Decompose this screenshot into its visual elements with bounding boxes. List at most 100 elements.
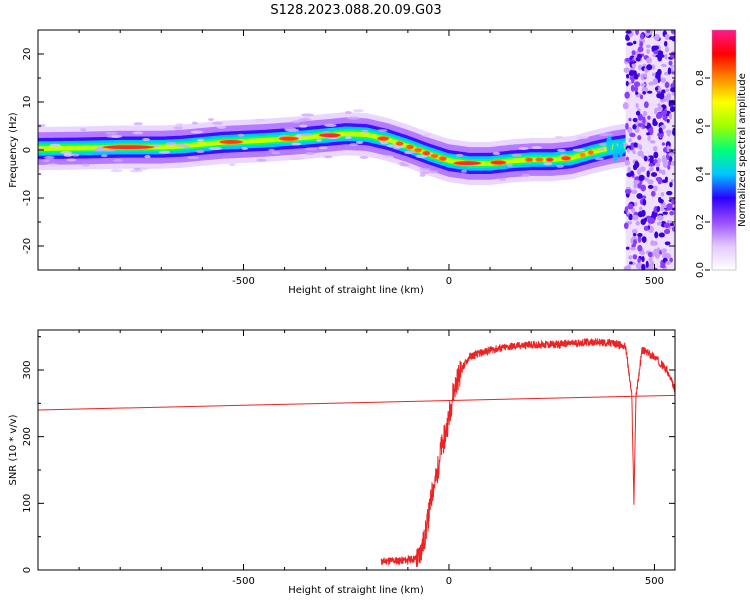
spectrogram-noise-dot bbox=[629, 261, 633, 265]
spectrogram-peak bbox=[421, 150, 431, 156]
spectrogram-noise-patch bbox=[419, 167, 431, 171]
spectrogram-noise-patch bbox=[183, 145, 191, 149]
spectrogram-noise-dot bbox=[637, 53, 642, 60]
spectrogram-y-tick-label: 10 bbox=[22, 96, 33, 109]
spectrogram-noise-patch bbox=[419, 171, 430, 175]
spectrogram-noise-dot bbox=[623, 67, 630, 74]
spectrogram-noise-dot bbox=[625, 36, 630, 41]
spectrogram-noise-patch bbox=[71, 153, 80, 157]
spectrogram-noise-patch bbox=[318, 146, 328, 150]
spectrogram-noise-patch bbox=[347, 116, 361, 120]
spectrogram-noise-patch bbox=[129, 169, 143, 173]
spectrogram-noise-dot bbox=[646, 48, 650, 54]
spectrogram-noise-dot bbox=[647, 184, 654, 190]
spectrogram-noise-dot bbox=[624, 160, 630, 166]
spectrogram-noise-patch bbox=[305, 152, 315, 156]
spectrogram-noise-dot bbox=[635, 262, 643, 270]
spectrogram-noise-patch bbox=[237, 133, 245, 137]
spectrogram-noise-dot bbox=[671, 198, 675, 205]
spectrogram-noise-dot bbox=[661, 142, 666, 146]
spectrogram-noise-dot bbox=[624, 57, 631, 62]
figure-title: S128.2023.088.20.09.G03 bbox=[270, 3, 441, 18]
spectrogram-noise-dot bbox=[633, 180, 640, 185]
spectrogram-noise-patch bbox=[594, 157, 605, 161]
spectrogram-noise-patch bbox=[187, 156, 200, 160]
spectrogram-noise-dot bbox=[639, 206, 643, 212]
spectrogram-noise-patch bbox=[298, 124, 308, 128]
spectrogram-noise-dot bbox=[624, 91, 630, 99]
spectrogram-noise-dot bbox=[654, 231, 659, 239]
colorbar: 0.0 0.2 0.4 0.6 0.8 Normalized spectral ampl… bbox=[695, 29, 748, 278]
spectrogram-noise-dot bbox=[671, 226, 675, 232]
spectrogram-noise-patch bbox=[572, 148, 585, 152]
spectrogram-noise-dot bbox=[641, 256, 645, 263]
spectrogram-noise-dot bbox=[667, 164, 671, 170]
spectrogram-noise-patch bbox=[191, 121, 198, 125]
spectrogram-noise-dot bbox=[635, 30, 639, 35]
colorbar-tick-label: 0.0 bbox=[695, 262, 706, 278]
spectrogram-noise-dot bbox=[645, 215, 652, 220]
spectrogram-noise-dot bbox=[638, 174, 645, 181]
colorbar-frame bbox=[711, 29, 737, 271]
spectrogram-noise-dot bbox=[659, 264, 666, 269]
spectrogram-noise-dot bbox=[652, 146, 658, 152]
spectrogram-noise-dot bbox=[654, 86, 659, 91]
spectrogram-noise-dot bbox=[632, 233, 637, 237]
spectrogram-noise-patch bbox=[377, 129, 388, 133]
spectrogram-noise-dot bbox=[666, 145, 670, 151]
spectrogram-noise-dot bbox=[670, 222, 674, 227]
spectrogram-noise-patch bbox=[359, 155, 369, 159]
spectrogram-noise-dot bbox=[624, 206, 629, 213]
spectrogram-noise-dot bbox=[670, 160, 675, 166]
spectrogram-noise-patch bbox=[133, 122, 143, 126]
snr-x-tick-label: 0 bbox=[446, 576, 452, 587]
spectrogram-noise-dot bbox=[668, 60, 673, 66]
spectrogram-noise-dot bbox=[637, 233, 643, 238]
spectrogram-noise-patch bbox=[521, 173, 531, 177]
spectrogram-noise-dot bbox=[666, 131, 670, 136]
spectrogram-noise-dot bbox=[626, 148, 631, 153]
spectrogram-noise-dot bbox=[635, 110, 641, 116]
spectrogram-noise-patch bbox=[344, 136, 352, 140]
spectrogram-noise-dot bbox=[640, 184, 647, 192]
spectrogram-noise-dot bbox=[637, 46, 644, 53]
spectrogram-noise-patch bbox=[63, 153, 73, 157]
spectrogram-noise-patch bbox=[324, 123, 337, 127]
spectrogram-peak bbox=[453, 160, 482, 166]
snr-y-tick-label: 300 bbox=[22, 360, 33, 379]
spectrogram-noise-dot bbox=[655, 176, 663, 182]
spectrogram-noise-patch bbox=[49, 143, 62, 147]
spectrogram-noise-patch bbox=[554, 135, 564, 139]
spectrogram-noise-dot bbox=[652, 78, 659, 85]
spectrogram-noise-dot bbox=[639, 41, 644, 47]
spectrogram-noise-patch bbox=[506, 163, 514, 167]
spectrogram-noise-patch bbox=[207, 117, 215, 121]
snr-x-tick-label: -500 bbox=[232, 576, 255, 587]
spectrogram-noise-patch bbox=[92, 148, 105, 152]
spectrogram-noise-dot bbox=[670, 30, 675, 34]
spectrogram-noise-dot bbox=[668, 152, 675, 157]
spectrogram-noise-patch bbox=[598, 142, 608, 146]
spectrogram-noise-dot bbox=[635, 220, 640, 226]
spectrogram-noise-dot bbox=[628, 138, 632, 143]
spectrogram-noise-patch bbox=[195, 150, 205, 154]
spectrogram-noise-patch bbox=[256, 158, 267, 162]
spectrogram-noise-dot bbox=[662, 211, 668, 215]
spectrogram-noise-dot bbox=[626, 264, 631, 270]
spectrogram-noise-dot bbox=[657, 158, 661, 163]
spectrogram-edge-feature bbox=[617, 139, 624, 158]
snr-x-axis-label: Height of straight line (km) bbox=[288, 585, 424, 596]
spectrogram-noise-dot bbox=[632, 150, 636, 155]
spectrogram-noise-dot bbox=[656, 92, 663, 99]
spectrogram-edge-feature bbox=[612, 143, 619, 162]
spectrogram-peak bbox=[587, 149, 595, 156]
spectrogram-noise-dot bbox=[625, 122, 629, 130]
spectrogram-noise-dot bbox=[642, 91, 646, 95]
snr-series-line bbox=[380, 337, 675, 568]
spectrogram-noise-dot bbox=[663, 222, 671, 228]
spectrogram-noise-dot bbox=[626, 74, 630, 79]
spectrogram-noise-patch bbox=[394, 145, 405, 149]
spectrogram-noise-dot bbox=[632, 117, 638, 123]
spectrogram-noise-patch bbox=[511, 153, 522, 157]
spectrogram-noise-dot bbox=[635, 103, 639, 109]
